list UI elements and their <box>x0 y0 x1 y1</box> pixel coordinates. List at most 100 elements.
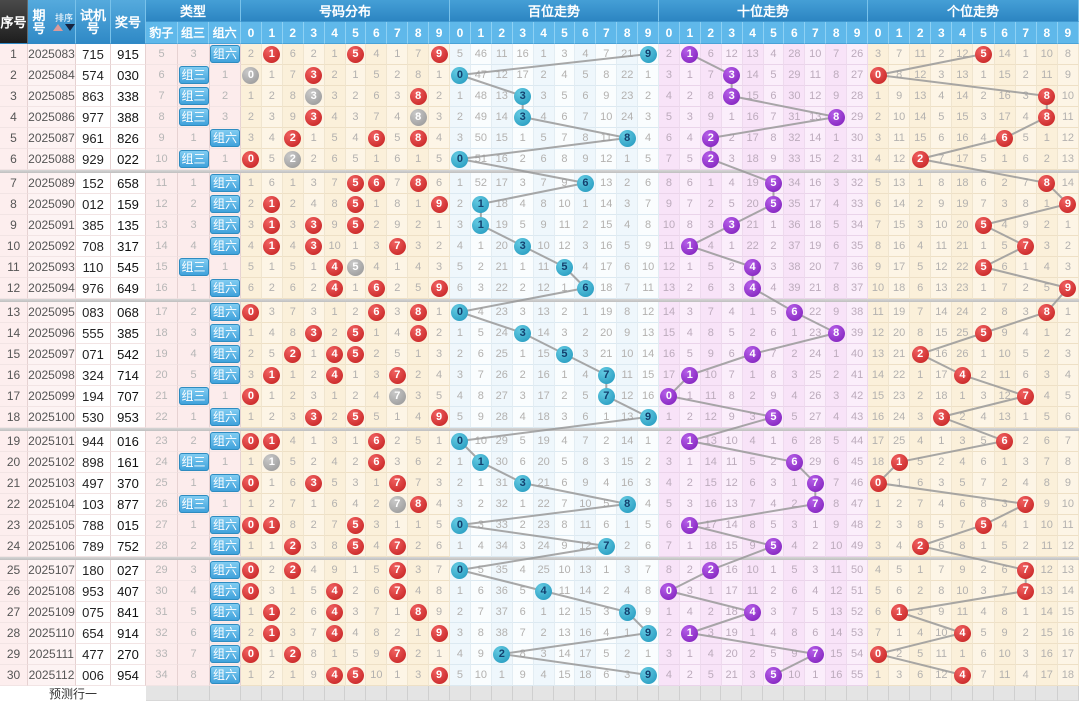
miss-cell: 10 <box>617 344 639 365</box>
miss-cell: 3 <box>721 149 743 170</box>
miss-cell: 52 <box>847 602 869 623</box>
miss-cell: 4 <box>429 128 451 149</box>
number-ball: 0 <box>242 516 260 534</box>
miss-cell: 6 <box>324 494 346 515</box>
miss-cell: 8 <box>910 515 932 536</box>
miss-cell: 10 <box>994 644 1016 665</box>
miss-cell: 5 <box>1057 386 1079 407</box>
miss-cell: 15 <box>805 149 827 170</box>
miss-cell: 1 <box>763 215 785 236</box>
cell-prize-number: 915 <box>111 44 146 65</box>
miss-cell: 10 <box>575 494 597 515</box>
miss-cell: 3 <box>679 494 701 515</box>
cell-period: 2025092 <box>28 236 76 257</box>
miss-cell: 10 <box>324 236 346 257</box>
miss-cell: 33 <box>847 194 869 215</box>
miss-cell: 2 <box>241 344 262 365</box>
cell-test-number: 012 <box>76 194 111 215</box>
cell-test-number: 530 <box>76 407 111 428</box>
section-ge: 1 9 13 4 14 2 16 3 8 10 <box>868 86 1079 107</box>
cell-test-number: 977 <box>76 107 111 128</box>
miss-cell: 4 <box>826 194 848 215</box>
footer-cell <box>721 686 743 701</box>
cell-seq: 10 <box>0 236 28 257</box>
miss-cell: 1 <box>910 560 932 581</box>
miss-cell: 46 <box>470 44 492 65</box>
miss-cell: 18 <box>889 278 911 299</box>
miss-cell: 10 <box>721 431 743 452</box>
section-shi: 7 5 2 3 18 9 33 15 2 31 <box>659 149 869 170</box>
section-shi: 2 1 3 19 1 4 8 6 14 53 <box>659 623 869 644</box>
miss-cell: 1 <box>679 644 701 665</box>
miss-cell: 1 <box>429 215 451 236</box>
miss-cell: 1 <box>324 302 346 323</box>
miss-cell: 24 <box>617 107 639 128</box>
miss-cell: 3 <box>784 365 806 386</box>
ball-cell: 4 <box>324 278 346 299</box>
footer-cell <box>805 686 826 701</box>
miss-cell: 34 <box>784 173 806 194</box>
cell-type-miss: 12 <box>146 194 178 215</box>
miss-cell: 1 <box>742 302 764 323</box>
header-type-group: 类型 豹子 组三 组六 <box>146 0 242 44</box>
miss-cell: 2 <box>408 536 430 557</box>
cell-type-badge: 组三 <box>178 494 210 515</box>
miss-cell: 16 <box>994 86 1016 107</box>
miss-cell: 7 <box>512 623 534 644</box>
section-shi: 0 3 1 17 11 2 6 4 12 51 <box>659 581 869 602</box>
footer-cell <box>1015 686 1037 701</box>
ball-cell: 0 <box>450 302 471 323</box>
table-row: 20 2025102 898 161 24 组三 1 1 1 5 2 4 2 6 3 6 2 1 1 30 6 20 5 8 3… <box>0 452 1079 473</box>
ball-cell: 5 <box>345 515 367 536</box>
miss-cell: 3 <box>931 65 953 86</box>
miss-cell: 3 <box>470 515 492 536</box>
miss-cell: 8 <box>889 65 911 86</box>
miss-cell: 3 <box>241 365 262 386</box>
miss-cell: 16 <box>805 173 827 194</box>
miss-cell: 2 <box>679 665 701 686</box>
miss-cell: 3 <box>429 257 451 278</box>
footer-cell <box>596 686 618 701</box>
miss-cell: 26 <box>805 386 827 407</box>
miss-cell: 3 <box>763 257 785 278</box>
ball-cell: 0 <box>241 644 262 665</box>
miss-cell: 19 <box>952 194 974 215</box>
miss-cell: 2 <box>387 65 409 86</box>
miss-cell: 14 <box>533 323 555 344</box>
miss-cell: 2 <box>826 365 848 386</box>
miss-cell: 14 <box>994 44 1016 65</box>
section-ge: 14 22 1 17 4 2 11 6 3 4 <box>868 365 1079 386</box>
miss-cell: 2 <box>659 623 680 644</box>
miss-cell: 9 <box>303 665 325 686</box>
miss-cell: 5 <box>241 257 262 278</box>
miss-cell: 1 <box>345 236 367 257</box>
miss-cell: 14 <box>931 302 953 323</box>
miss-cell: 1 <box>679 65 701 86</box>
ball-cell: 4 <box>324 365 346 386</box>
ball-cell: 7 <box>387 494 409 515</box>
miss-cell: 3 <box>617 665 639 686</box>
miss-cell: 3 <box>345 473 367 494</box>
cell-seq: 25 <box>0 560 28 581</box>
miss-cell: 6 <box>784 581 806 602</box>
number-ball: 3 <box>932 408 950 426</box>
number-ball: 0 <box>451 66 469 84</box>
cell-type-miss: 33 <box>146 644 178 665</box>
section-bai: 5 10 1 9 4 15 18 6 3 9 <box>450 665 660 686</box>
miss-cell: 1 <box>324 644 346 665</box>
sort-control: 排序 <box>53 13 75 31</box>
miss-cell: 4 <box>1036 386 1058 407</box>
sort-asc-icon[interactable] <box>53 23 63 31</box>
miss-cell: 23 <box>889 386 911 407</box>
footer-cell <box>888 686 910 701</box>
miss-cell: 3 <box>679 581 701 602</box>
miss-cell: 6 <box>366 86 388 107</box>
sort-desc-icon[interactable] <box>65 23 75 31</box>
miss-cell: 4 <box>763 44 785 65</box>
cell-type-miss: 1 <box>210 386 241 407</box>
miss-cell: 2 <box>763 581 785 602</box>
number-ball: 1 <box>681 432 699 450</box>
miss-cell: 2 <box>679 86 701 107</box>
miss-cell: 15 <box>554 665 576 686</box>
header-digit: 9 <box>429 22 451 44</box>
